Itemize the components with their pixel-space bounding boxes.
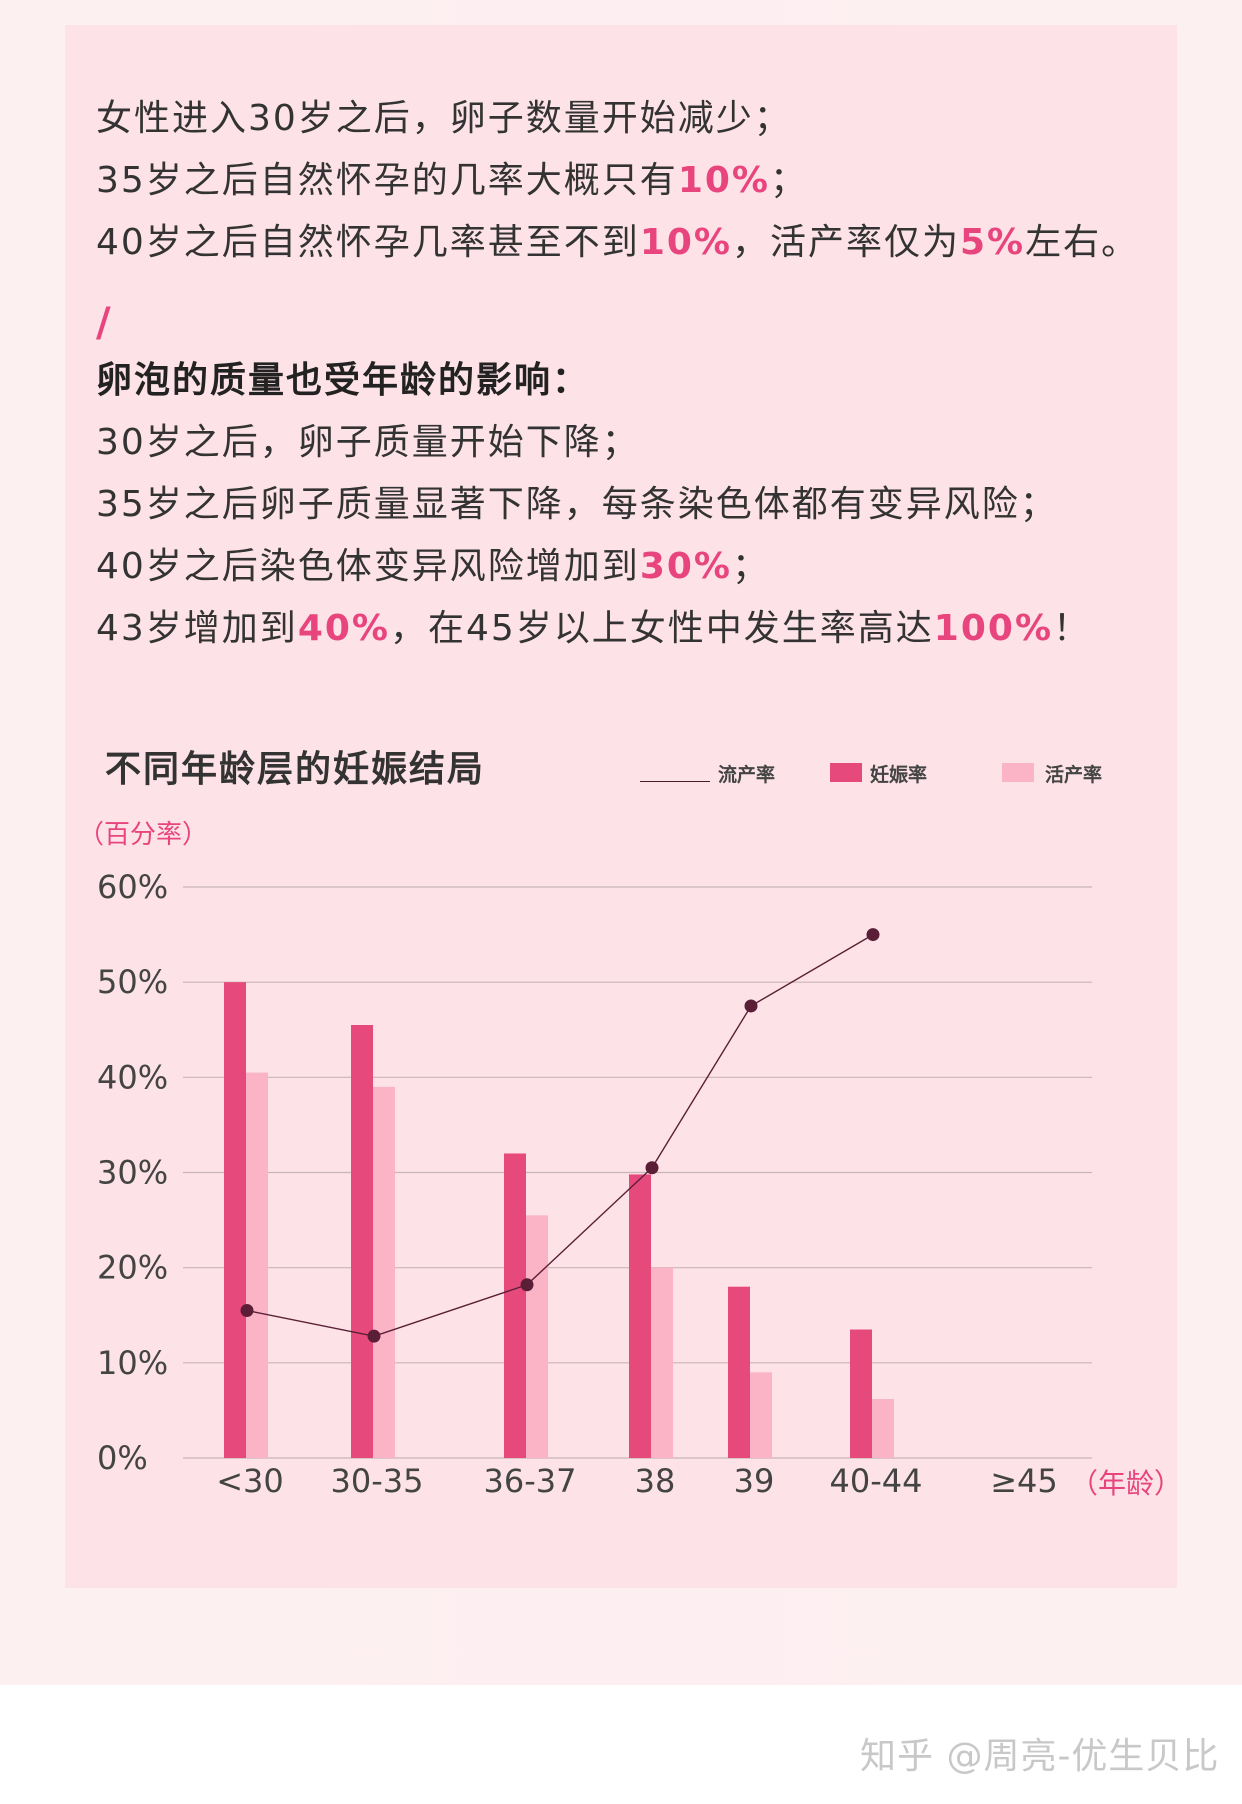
miscarriage-rate-point: [866, 928, 880, 942]
x-tick-label: 38: [635, 1462, 676, 1500]
intro-line-2-tail: ；: [769, 160, 808, 201]
legend-miscarriage-label: 流产率: [718, 764, 776, 786]
x-tick-label: 39: [734, 1462, 775, 1500]
y-tick-label: 50%: [97, 963, 168, 1001]
legend-livebirth-label: 活产率: [1045, 764, 1103, 786]
quality-line-4-text: 43岁增加到: [96, 608, 298, 649]
chart-title: 不同年龄层的妊娠结局: [105, 749, 486, 790]
section-divider-slash: /: [96, 300, 111, 346]
quality-line-4: 43岁增加到40%，在45岁以上女性中发生率高达100%！: [96, 606, 1091, 652]
legend-miscarriage-line-swatch: [640, 781, 710, 782]
intro-line-3-tail: 左右。: [1025, 222, 1140, 263]
x-tick-label: 30-35: [331, 1462, 424, 1500]
x-tick-label: ≥45: [990, 1462, 1058, 1500]
y-tick-label: 60%: [97, 868, 168, 906]
quality-line-4-tail: ！: [1053, 608, 1092, 649]
bar-live-birth-rate: [651, 1267, 673, 1458]
highlight-value: 10%: [639, 222, 732, 263]
highlight-value: 100%: [933, 608, 1054, 649]
bar-pregnancy-rate: [224, 982, 246, 1458]
miscarriage-rate-point: [645, 1161, 659, 1175]
miscarriage-rate-line: [246, 933, 874, 1337]
bar-live-birth-rate: [750, 1372, 772, 1458]
intro-line-3-mid: ，活产率仅为: [731, 222, 960, 263]
miscarriage-rate-point: [744, 999, 758, 1013]
bar-pregnancy-rate: [629, 1174, 651, 1458]
intro-line-1: 女性进入30岁之后，卵子数量开始减少；: [96, 98, 792, 139]
intro-line-3: 40岁之后自然怀孕几率甚至不到10%，活产率仅为5%左右。: [96, 220, 1139, 266]
zhihu-watermark: 知乎 @周亮-优生贝比: [860, 1736, 1220, 1777]
quality-line-1: 30岁之后，卵子质量开始下降；: [96, 422, 640, 463]
y-tick-label: 30%: [97, 1154, 168, 1192]
bar-live-birth-rate: [373, 1086, 395, 1458]
quality-line-3: 40岁之后染色体变异风险增加到30%；: [96, 544, 770, 590]
highlight-value: 30%: [639, 546, 732, 587]
x-axis-unit-label: （年龄）: [1070, 1467, 1183, 1500]
y-tick-label: 40%: [97, 1058, 168, 1096]
miscarriage-rate-point: [240, 1303, 254, 1317]
x-tick-label: 40-44: [830, 1462, 923, 1500]
bar-pregnancy-rate: [351, 1024, 373, 1458]
quality-line-3-text: 40岁之后染色体变异风险增加到: [96, 546, 640, 587]
bar-pregnancy-rate: [850, 1329, 872, 1458]
x-tick-label: 36-37: [484, 1462, 577, 1500]
highlight-value: 40%: [297, 608, 390, 649]
quality-line-4-mid: ，在45岁以上女性中发生率高达: [389, 608, 934, 649]
intro-line-2: 35岁之后自然怀孕的几率大概只有10%；: [96, 158, 808, 204]
bar-live-birth-rate: [526, 1215, 548, 1458]
legend-pregnancy-swatch: [830, 763, 862, 782]
bar-live-birth-rate: [872, 1398, 894, 1458]
pregnancy-outcome-chart: 0% 10% 20% 30% 40% 50% 60% <30 30-35 36-37 38 39 40-…: [97, 868, 1092, 1500]
legend-pregnancy-label: 妊娠率: [870, 764, 928, 786]
y-axis-unit-label: （百分率）: [78, 820, 209, 850]
y-tick-label: 0%: [97, 1439, 148, 1477]
bar-live-birth-rate: [246, 1072, 268, 1458]
y-tick-label: 10%: [97, 1344, 168, 1382]
bar-pregnancy-rate: [728, 1286, 750, 1458]
x-tick-label: <30: [216, 1462, 284, 1500]
intro-line-3-text: 40岁之后自然怀孕几率甚至不到: [96, 222, 640, 263]
quality-line-2: 35岁之后卵子质量显著下降，每条染色体都有变异风险；: [96, 484, 1058, 525]
miscarriage-rate-point: [367, 1329, 381, 1343]
highlight-value: 10%: [677, 160, 770, 201]
legend-livebirth-swatch: [1002, 763, 1034, 782]
highlight-value: 5%: [960, 222, 1026, 263]
bar-pregnancy-rate: [504, 1153, 526, 1458]
quality-line-3-tail: ；: [731, 546, 770, 587]
miscarriage-rate-point: [520, 1278, 534, 1292]
quality-heading: 卵泡的质量也受年龄的影响：: [96, 360, 591, 401]
y-tick-label: 20%: [97, 1249, 168, 1287]
intro-line-2-text: 35岁之后自然怀孕的几率大概只有: [96, 160, 678, 201]
